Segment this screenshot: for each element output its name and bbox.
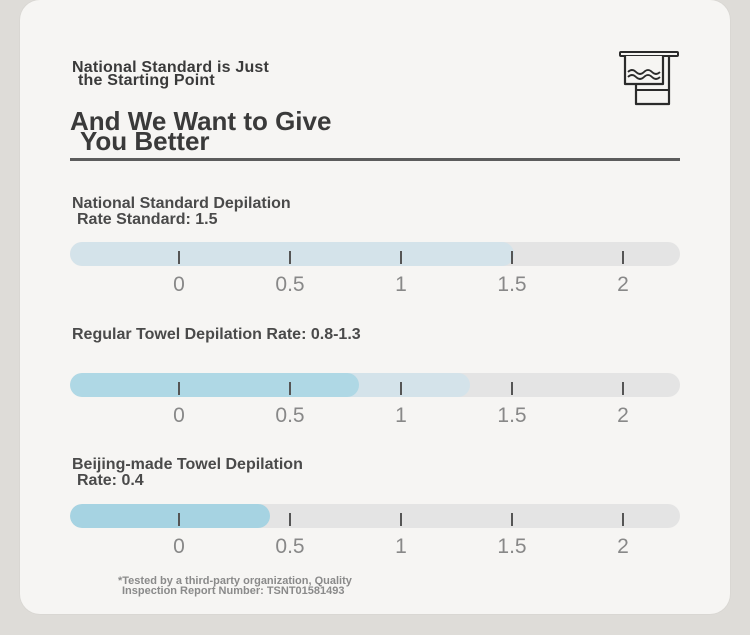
scale-labels: 0 0.5 1 1.5 2 xyxy=(70,273,680,297)
header-subtitle-line2: the Starting Point xyxy=(78,72,215,89)
scale-tick-label: 1.5 xyxy=(497,404,527,427)
scale-tick-label: 0 xyxy=(173,404,185,427)
page-title-line2: You Better xyxy=(80,126,210,156)
page-title-line1: And We Want to Give xyxy=(70,106,332,136)
scale-tick xyxy=(400,513,402,526)
scale-tick xyxy=(511,251,513,264)
scale-tick-label: 1 xyxy=(395,535,407,558)
scale-tick xyxy=(289,382,291,395)
scale-tick xyxy=(178,513,180,526)
scale-tick-label: 1.5 xyxy=(497,273,527,296)
section-label-beijing-towel: Beijing-made Towel Depilation Rate: 0.4 xyxy=(72,457,303,489)
scale-tick xyxy=(400,251,402,264)
scale-tick-label: 1 xyxy=(395,404,407,427)
header-subtitle: National Standard is Just the Starting P… xyxy=(72,59,332,89)
section-label-line1: Beijing-made Towel Depilation xyxy=(72,456,303,473)
scale-tick xyxy=(289,251,291,264)
scale-tick xyxy=(622,251,624,264)
section-label-national-standard: National Standard Depilation Rate Standa… xyxy=(72,196,291,228)
scale-tick-label: 0 xyxy=(173,535,185,558)
section-label-regular-towel: Regular Towel Depilation Rate: 0.8-1.3 xyxy=(72,327,361,343)
scale-tick xyxy=(289,513,291,526)
section-label-line1: National Standard Depilation xyxy=(72,195,291,212)
scale-tick xyxy=(622,382,624,395)
footnote: *Tested by a third-party organization, Q… xyxy=(118,575,458,597)
info-card: National Standard is Just the Starting P… xyxy=(20,0,730,614)
scale-labels: 0 0.5 1 1.5 2 xyxy=(70,404,680,428)
scale-tick xyxy=(400,382,402,395)
scale-tick-label: 1 xyxy=(395,273,407,296)
scale-tick xyxy=(511,382,513,395)
scale-tick-label: 2 xyxy=(617,535,629,558)
header-subtitle-line1: National Standard is Just xyxy=(72,59,270,76)
scale-tick-label: 2 xyxy=(617,404,629,427)
header-divider xyxy=(70,158,680,161)
scale-tick-label: 0.5 xyxy=(275,404,305,427)
scale-tick xyxy=(511,513,513,526)
scale-tick xyxy=(622,513,624,526)
rate-bar-regular-towel xyxy=(70,373,680,397)
scale-tick-label: 0.5 xyxy=(275,535,305,558)
section-label-line2: Rate Standard: 1.5 xyxy=(77,211,218,228)
scale-labels: 0 0.5 1 1.5 2 xyxy=(70,535,680,559)
scale-tick xyxy=(178,382,180,395)
footnote-line2: Inspection Report Number: TSNT01581493 xyxy=(122,585,345,597)
section-label-line1: Regular Towel Depilation Rate: 0.8-1.3 xyxy=(72,326,361,343)
card-content: National Standard is Just the Starting P… xyxy=(70,0,680,614)
rate-bar-national-standard xyxy=(70,242,680,266)
footnote-line1: *Tested by a third-party organization, Q… xyxy=(118,575,352,587)
scale-tick xyxy=(178,251,180,264)
rate-bar-beijing-towel xyxy=(70,504,680,528)
towel-icon xyxy=(619,51,679,106)
section-label-line2: Rate: 0.4 xyxy=(77,472,144,489)
rate-bar-fill xyxy=(70,504,270,528)
scale-tick-label: 1.5 xyxy=(497,535,527,558)
scale-tick-label: 0 xyxy=(173,273,185,296)
scale-tick-label: 2 xyxy=(617,273,629,296)
page-title: And We Want to Give You Better xyxy=(70,106,400,156)
rate-bar-fill xyxy=(70,242,514,266)
scale-tick-label: 0.5 xyxy=(275,273,305,296)
rate-bar-fill-strong xyxy=(70,373,359,397)
